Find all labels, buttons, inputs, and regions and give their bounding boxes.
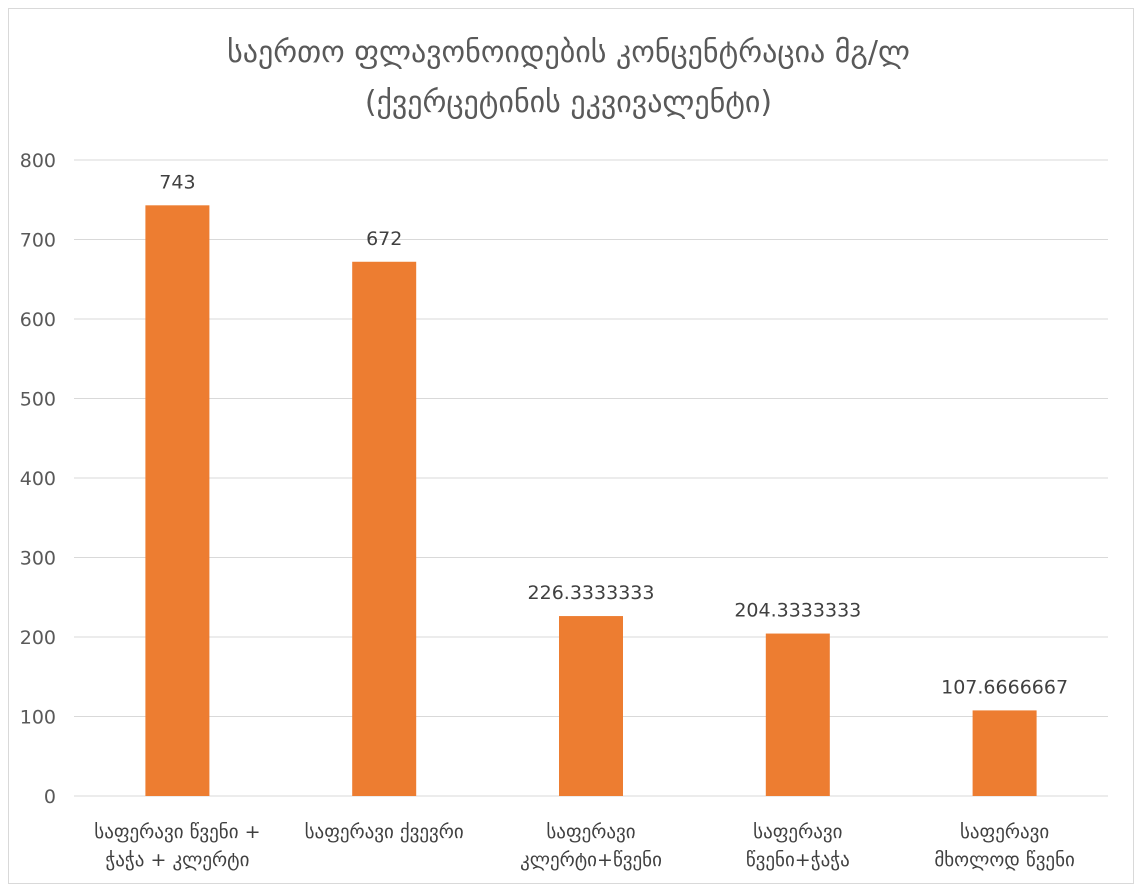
category-label-line: წვენი+ჭაჭა xyxy=(746,849,850,871)
y-tick-label: 0 xyxy=(44,786,56,808)
category-label: საფერავი წვენი + ჭაჭა + კლერტი xyxy=(94,821,260,871)
category-label-line: საფერავი ქვევრი xyxy=(305,821,464,843)
chart-title: საერთო ფლავონოიდების კონცენტრაცია მგ/ლ (… xyxy=(0,28,1137,128)
category-label-line: მხოლოდ წვენი xyxy=(934,849,1075,871)
category-label-line: საფერავი xyxy=(960,821,1049,843)
bar xyxy=(559,616,623,796)
category-label-line: საფერავი xyxy=(546,821,635,843)
y-tick-label: 700 xyxy=(20,230,56,252)
y-tick-label: 400 xyxy=(20,468,56,490)
data-label: 204.3333333 xyxy=(734,600,861,622)
bar xyxy=(972,710,1037,796)
category-label: საფერავი მხოლოდ წვენი xyxy=(934,821,1075,871)
data-label: 226.3333333 xyxy=(528,582,655,604)
chart-title-line-2: (ქვერცეტინის ეკვივალენტი) xyxy=(364,85,773,120)
data-label: 107.6666667 xyxy=(941,676,1068,698)
y-tick-label: 200 xyxy=(20,627,56,649)
y-tick-label: 100 xyxy=(20,707,56,729)
bar xyxy=(765,633,830,796)
bar xyxy=(145,205,210,796)
category-label-line: საფერავი xyxy=(753,821,842,843)
category-label-line: კლერტი+წვენი xyxy=(520,849,662,871)
bar xyxy=(352,261,417,796)
category-label: საფერავი კლერტი+წვენი xyxy=(520,821,662,871)
y-tick-label: 300 xyxy=(20,548,56,570)
y-tick-label: 600 xyxy=(20,309,56,331)
y-tick-label: 500 xyxy=(20,389,56,411)
category-label: საფერავი წვენი+ჭაჭა xyxy=(746,821,850,871)
category-label: საფერავი ქვევრი xyxy=(305,821,464,843)
category-label-line: ჭაჭა + კლერტი xyxy=(105,849,249,871)
data-label: 743 xyxy=(159,171,195,193)
data-label: 672 xyxy=(366,228,402,250)
chart-title-line-1: საერთო ფლავონოიდების კონცენტრაცია მგ/ლ xyxy=(227,35,910,70)
y-tick-label: 800 xyxy=(20,150,56,172)
category-label-line: საფერავი წვენი + xyxy=(94,821,260,843)
